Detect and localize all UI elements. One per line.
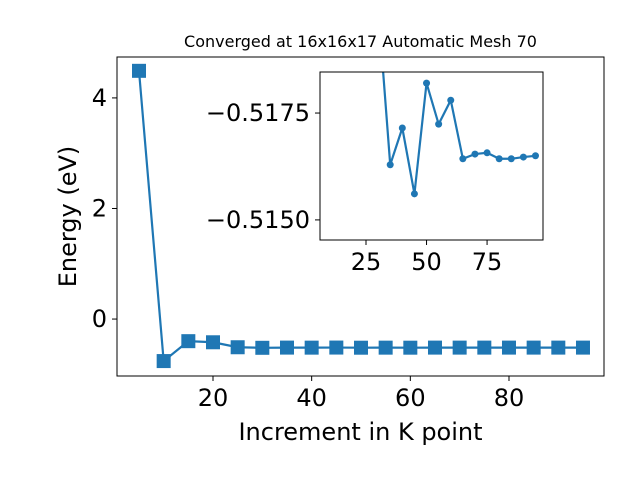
marker [501, 340, 516, 355]
marker [375, 3, 382, 10]
marker [531, 152, 539, 160]
marker [423, 79, 431, 87]
marker [304, 340, 319, 355]
x-tick-label: 40 [296, 384, 327, 412]
marker [519, 153, 527, 161]
x-tick-label: 80 [494, 384, 525, 412]
marker [526, 340, 541, 355]
y-axis-label: Energy (eV) [54, 146, 82, 288]
marker [483, 149, 491, 157]
marker [575, 340, 590, 355]
marker [378, 340, 393, 355]
marker [507, 155, 515, 163]
y-tick-label: 4 [92, 84, 107, 112]
marker [255, 340, 270, 355]
plot-area [375, 3, 539, 198]
marker [410, 190, 418, 198]
marker [427, 340, 442, 355]
axes-frame [319, 71, 544, 241]
x-axis-label: Increment in K point [238, 418, 482, 446]
marker [495, 155, 503, 163]
chart-title: Converged at 16x16x17 Automatic Mesh 70 [184, 32, 537, 51]
marker [459, 155, 467, 163]
marker [447, 96, 455, 104]
marker [279, 340, 294, 355]
y-tick-label: 2 [92, 194, 107, 222]
y-tick-label: −0.5150 [206, 206, 310, 234]
x-tick-label: 20 [198, 384, 229, 412]
marker [435, 120, 443, 128]
marker [230, 340, 245, 355]
marker [205, 335, 220, 350]
y-tick-label: −0.5175 [206, 99, 310, 127]
x-tick-label: 75 [472, 248, 503, 276]
marker [386, 161, 394, 169]
x-tick-label: 50 [411, 248, 442, 276]
x-tick-label: 60 [395, 384, 426, 412]
marker [329, 340, 344, 355]
marker [403, 340, 418, 355]
marker [477, 340, 492, 355]
marker [181, 334, 196, 349]
marker [156, 354, 171, 369]
marker [452, 340, 467, 355]
marker [398, 124, 406, 132]
marker [471, 150, 479, 158]
marker [551, 340, 566, 355]
x-tick-label: 25 [351, 248, 382, 276]
marker [132, 63, 147, 78]
marker [353, 340, 368, 355]
axes-frame [116, 56, 605, 377]
plot-area [132, 63, 590, 369]
y-tick-label: 0 [92, 305, 107, 333]
